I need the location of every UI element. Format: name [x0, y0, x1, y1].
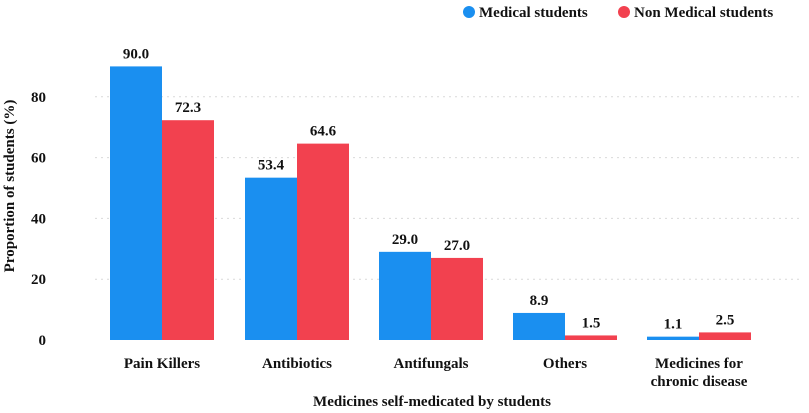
- y-axis-ticks: 0 20 40 60 80: [31, 90, 46, 349]
- legend-label-medical: Medical students: [479, 5, 588, 21]
- bar-non-medical-0: [162, 120, 214, 340]
- legend-marker-medical: [463, 6, 475, 18]
- x-tick-label: Antibiotics: [262, 356, 332, 372]
- y-tick-label: 60: [31, 151, 46, 167]
- legend-label-non-medical: Non Medical students: [634, 5, 773, 21]
- bars: [110, 66, 751, 341]
- bar-non-medical-2: [431, 257, 483, 340]
- bar-value-label: 53.4: [258, 158, 285, 174]
- x-tick-label: Pain Killers: [124, 356, 200, 372]
- x-tick-label: Medicines for chronic disease: [651, 356, 748, 390]
- bar-value-label: 1.5: [582, 315, 601, 331]
- legend: Medical students Non Medical students: [463, 5, 773, 21]
- bar-value-label: 8.9: [530, 293, 549, 309]
- x-tick-label: Others: [543, 356, 587, 372]
- bar-value-label: 72.3: [175, 100, 201, 116]
- bar-value-label: 64.6: [310, 124, 337, 140]
- bar-medical-4: [647, 336, 699, 340]
- x-tick-label: Antifungals: [393, 356, 468, 372]
- bar-medical-2: [379, 251, 431, 340]
- x-axis-title: Medicines self-medicated by students: [313, 394, 551, 410]
- bar-medical-0: [110, 66, 162, 341]
- y-axis-title: Proportion of students (%): [2, 100, 18, 273]
- bar-value-label: 1.1: [664, 317, 683, 333]
- bar-medical-1: [245, 177, 297, 340]
- bar-non-medical-4: [699, 332, 751, 340]
- bar-value-label: 90.0: [123, 46, 149, 62]
- y-tick-label: 20: [31, 272, 46, 288]
- y-tick-label: 40: [31, 211, 46, 227]
- bar-value-label: 29.0: [392, 232, 418, 248]
- bar-value-label: 27.0: [444, 238, 470, 254]
- x-axis-ticks: Pain Killers Antibiotics Antifungals Others…: [124, 356, 748, 390]
- bar-non-medical-3: [565, 335, 617, 340]
- bar-medical-3: [513, 312, 565, 340]
- bar-value-label: 2.5: [716, 312, 735, 328]
- bar-non-medical-1: [297, 143, 349, 340]
- legend-marker-non-medical: [618, 6, 630, 18]
- bar-value-labels: 90.0 72.3 53.4 64.6 29.0 27.0 8.9 1.5 1.1 2.5: [123, 46, 735, 332]
- y-tick-label: 80: [31, 90, 46, 106]
- y-tick-label: 0: [39, 333, 47, 349]
